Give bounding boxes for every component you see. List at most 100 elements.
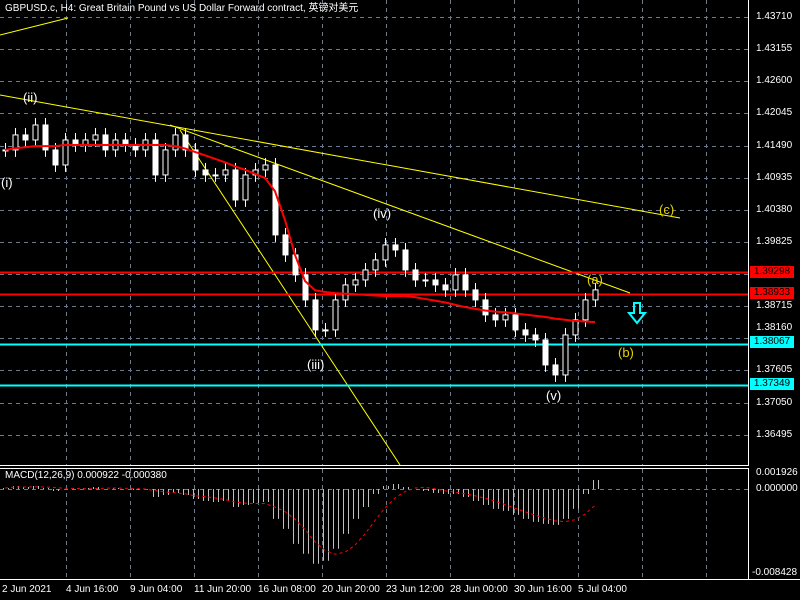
macd-axis-label-zero: 0.000000 <box>756 483 798 494</box>
candle <box>42 124 49 151</box>
candle <box>322 329 329 332</box>
wave-label-iv: (iv) <box>373 206 392 221</box>
candle <box>12 134 19 151</box>
time-axis-label: 2 Jun 2021 <box>2 584 52 595</box>
candle <box>452 274 459 291</box>
candle <box>162 149 169 176</box>
price-axis-label: 1.41490 <box>756 140 793 151</box>
candle <box>172 134 179 151</box>
hline-label-3: 1.38067 <box>750 336 794 348</box>
candle <box>202 169 209 176</box>
price-axis-label: 1.40935 <box>756 172 793 183</box>
candle <box>542 339 549 366</box>
price-axis-label: 1.37050 <box>756 397 793 408</box>
price-axis-label: 1.42045 <box>756 107 793 118</box>
candle <box>412 269 419 281</box>
candle <box>212 174 219 177</box>
chart-title: GBPUSD.c, H4: Great Britain Pound vs US … <box>5 3 359 14</box>
candle <box>512 314 519 331</box>
price-axis-label: 1.38715 <box>756 300 793 311</box>
trendline-steep[interactable] <box>179 129 401 466</box>
candle <box>312 299 319 331</box>
time-axis-label: 30 Jun 16:00 <box>514 584 572 595</box>
candle <box>532 334 539 341</box>
candle <box>402 249 409 271</box>
hline-label-4: 1.37349 <box>750 378 794 390</box>
candle <box>262 164 269 171</box>
grid <box>0 0 748 579</box>
price-axis-label: 1.40380 <box>756 204 793 215</box>
candle <box>372 259 379 271</box>
macd-axis-label-max: 0.001926 <box>756 467 798 478</box>
candle <box>342 284 349 301</box>
hline-label-2: 1.38933 <box>750 287 794 299</box>
time-axis-label: 4 Jun 16:00 <box>66 584 119 595</box>
candle <box>92 134 99 141</box>
price-axis-label: 1.43155 <box>756 43 793 54</box>
moving-average-line <box>4 143 596 324</box>
candle <box>192 149 199 171</box>
price-axis-label: 1.37605 <box>756 364 793 375</box>
horizontal-lines[interactable] <box>0 271 748 387</box>
candle <box>242 174 249 201</box>
candle <box>152 139 159 176</box>
trendline-top-left[interactable] <box>0 17 69 36</box>
price-axis-label: 1.36495 <box>756 429 793 440</box>
price-axis-label: 1.39825 <box>756 236 793 247</box>
time-axis-label: 5 Jul 04:00 <box>578 584 627 595</box>
time-axis-label: 16 Jun 08:00 <box>258 584 316 595</box>
candle <box>552 364 559 376</box>
candle <box>592 289 599 301</box>
candle <box>432 279 439 286</box>
candle <box>62 139 69 166</box>
candle <box>472 289 479 301</box>
down-arrow-icon <box>626 302 648 325</box>
time-axis-label: 28 Jun 00:00 <box>450 584 508 595</box>
candle <box>562 334 569 376</box>
macd-title: MACD(12,26,9) 0.000922 -0.000380 <box>5 470 167 481</box>
trendline-upper-channel[interactable] <box>169 124 631 294</box>
candle <box>462 274 469 291</box>
time-axis-label: 20 Jun 20:00 <box>322 584 380 595</box>
candle <box>302 274 309 301</box>
price-axis-label: 1.42600 <box>756 75 793 86</box>
time-axis-label: 11 Jun 20:00 <box>194 584 252 595</box>
candle <box>422 279 429 282</box>
wave-label-i: (i) <box>1 175 13 190</box>
wave-label-b: (b) <box>618 345 634 360</box>
candle <box>332 299 339 331</box>
candle <box>392 244 399 251</box>
trendlines[interactable] <box>0 17 681 466</box>
candle <box>352 279 359 286</box>
candle <box>32 124 39 141</box>
candle <box>582 299 589 321</box>
candle <box>182 134 189 151</box>
wave-label-c: (c) <box>659 202 675 217</box>
candle <box>572 319 579 336</box>
candle <box>222 169 229 176</box>
candle <box>362 269 369 281</box>
wave-label-ii: (ii) <box>23 90 38 105</box>
candle <box>442 284 449 291</box>
candle <box>22 134 29 141</box>
candle <box>382 244 389 261</box>
wave-label-v: (v) <box>546 388 562 403</box>
candle <box>52 149 59 166</box>
macd-histogram <box>3 480 599 564</box>
candle <box>492 314 499 321</box>
candle <box>482 299 489 316</box>
candles <box>2 118 599 382</box>
price-axis-label: 1.43710 <box>756 11 793 22</box>
time-axis-label: 9 Jun 04:00 <box>130 584 183 595</box>
macd-signal-line <box>4 486 596 555</box>
time-axis-label: 23 Jun 12:00 <box>386 584 444 595</box>
candle <box>502 314 509 321</box>
candle <box>282 234 289 256</box>
price-axis-label: 1.38160 <box>756 322 793 333</box>
trendline-long[interactable] <box>0 94 681 219</box>
candle <box>102 134 109 151</box>
macd-axis-label-min: -0.008428 <box>752 567 798 578</box>
hline-label-1: 1.39298 <box>750 266 794 278</box>
candle <box>232 169 239 201</box>
